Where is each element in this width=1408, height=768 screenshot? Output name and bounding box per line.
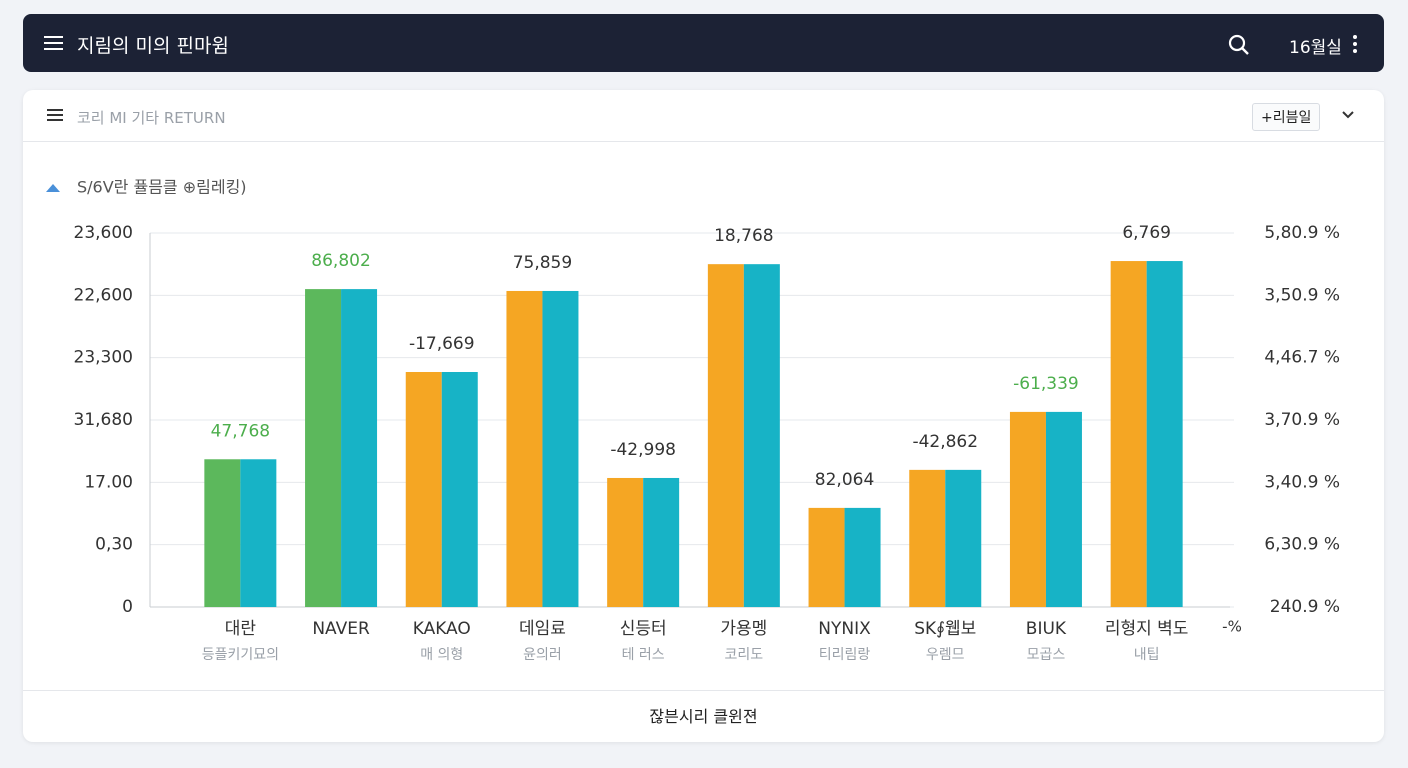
bar	[441, 372, 478, 607]
y2-tick-label: 3,40.9 %	[1264, 472, 1340, 492]
x-sub-label: 매 의형	[420, 647, 463, 663]
bar	[341, 289, 378, 607]
bar	[240, 459, 277, 607]
x-sub-label: 우렘므	[926, 647, 965, 663]
y-tick-label: 0	[122, 597, 133, 617]
x-sub-label: 코리도	[725, 647, 764, 663]
top-bar: 지림의 미의 핀마윔 16월실	[23, 14, 1384, 72]
y-tick-label: 31,680	[74, 410, 133, 430]
bar-annotation: -42,862	[912, 432, 978, 452]
x-tick-label: 가용멩	[720, 619, 767, 639]
x-tick-label: 대란	[225, 619, 257, 639]
bar	[506, 290, 543, 607]
bar-annotation: 47,768	[211, 421, 270, 441]
y2-tick-label: 6,30.9 %	[1264, 535, 1340, 555]
panel-title: 코리 MI 기타 RETURN	[77, 109, 226, 127]
app-title: 지림의 미의 핀마윔	[77, 35, 229, 57]
y-tick-label: 23,600	[74, 223, 133, 243]
x-sub-label: 모곱스	[1027, 647, 1066, 663]
x-sub-label: 테 러스	[622, 647, 665, 663]
bar	[808, 507, 845, 607]
add-button[interactable]: +리븜일	[1252, 103, 1321, 131]
menu-icon[interactable]	[44, 35, 64, 51]
bar	[204, 459, 241, 607]
bar-annotation: 75,859	[513, 253, 572, 273]
y2-tick-label: 3,50.9 %	[1264, 285, 1340, 305]
x-tick-label: 데임료	[519, 619, 566, 639]
bar	[607, 477, 644, 607]
x-sub-label: 윤의러	[523, 647, 562, 663]
x-tick-label: NYNIX	[818, 619, 871, 639]
menu-icon[interactable]	[47, 109, 63, 122]
dropdown-icon[interactable]	[1342, 110, 1354, 120]
bar	[844, 507, 881, 607]
bar-annotation: -17,669	[409, 334, 475, 354]
x-tick-label: 리형지 벽도	[1105, 619, 1189, 639]
bar-annotation: 82,064	[815, 470, 874, 490]
bar-annotation: 18,768	[714, 226, 773, 246]
bar	[305, 289, 342, 607]
x-tick-label: NAVER	[312, 619, 370, 639]
x-sub-label: 등플키기묘의	[202, 647, 279, 663]
bar	[909, 469, 946, 607]
x-sub-label: 티리림랑	[819, 647, 871, 663]
y2-tick-label: 5,80.9 %	[1264, 223, 1340, 243]
x-tick-label: BIUK	[1026, 619, 1067, 639]
search-icon[interactable]	[1228, 34, 1250, 56]
y-tick-label: 22,600	[74, 285, 133, 305]
panel-footer: 잖븐시리 클윈젼	[23, 690, 1384, 743]
y-tick-label: 23,300	[74, 348, 133, 368]
panel-toolbar: 코리 MI 기타 RETURN +리븜일	[23, 90, 1384, 142]
bar	[1045, 411, 1082, 607]
bar	[542, 290, 579, 607]
y2-tick-label: 240.9 %	[1270, 597, 1340, 617]
header-status[interactable]: 16월실	[1289, 38, 1342, 58]
x-tick-label: 신등터	[620, 619, 667, 639]
x-tick-label: SK∮웹보	[914, 619, 976, 639]
bar	[405, 372, 442, 607]
more-icon[interactable]	[1351, 34, 1359, 54]
bar-annotation: -42,998	[610, 440, 676, 460]
chart-icon	[46, 184, 60, 192]
bar	[945, 469, 982, 607]
bar-annotation: 6,769	[1122, 223, 1171, 243]
x-sub-label: 내팁	[1134, 647, 1160, 663]
bar	[1009, 411, 1046, 607]
y2-tick-label: 4,46.7 %	[1264, 348, 1340, 368]
chart-panel: 코리 MI 기타 RETURN +리븜일 잖븐시리 클윈젼	[23, 90, 1384, 742]
x-unit-label: -%	[1222, 618, 1242, 636]
y-tick-label: 17.00	[84, 472, 133, 492]
bar-annotation: -61,339	[1013, 374, 1079, 394]
bar-annotation: 86,802	[311, 251, 370, 271]
bar	[707, 264, 744, 607]
y2-tick-label: 3,70.9 %	[1264, 410, 1340, 430]
bar	[1110, 261, 1147, 607]
chart-title: S/6V란 퓰믐클 ⊕림레킹)	[77, 178, 247, 197]
bar	[743, 264, 780, 607]
bar	[1146, 261, 1183, 607]
y-tick-label: 0,30	[95, 535, 133, 555]
x-tick-label: KAKAO	[413, 619, 471, 639]
bar	[643, 477, 680, 607]
